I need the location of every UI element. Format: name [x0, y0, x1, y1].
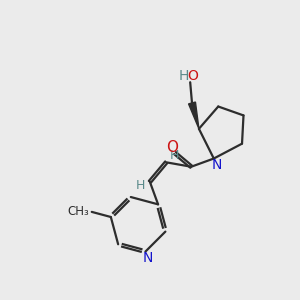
- Text: O: O: [166, 140, 178, 155]
- Polygon shape: [189, 102, 199, 129]
- Text: N: N: [212, 158, 222, 172]
- Text: H: H: [178, 69, 189, 83]
- Text: O: O: [187, 69, 198, 83]
- Text: H: H: [170, 148, 179, 162]
- Text: H: H: [135, 179, 145, 192]
- Text: N: N: [142, 250, 153, 265]
- Text: CH₃: CH₃: [68, 206, 89, 218]
